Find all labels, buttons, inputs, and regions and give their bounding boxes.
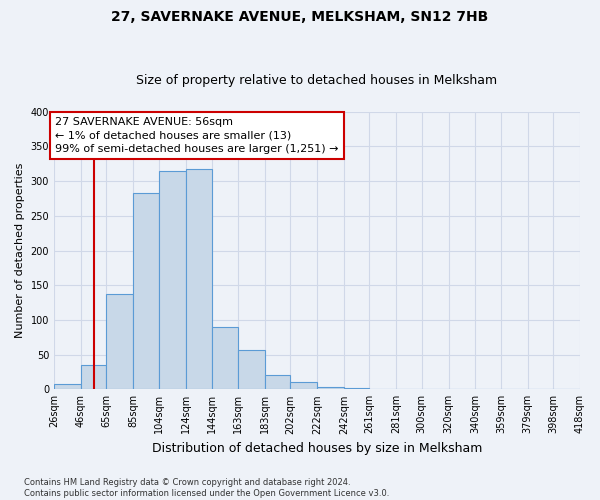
Title: Size of property relative to detached houses in Melksham: Size of property relative to detached ho… [136, 74, 497, 87]
Bar [396, 388, 422, 390]
Bar [212, 327, 238, 390]
Bar [449, 388, 475, 390]
Bar [370, 388, 396, 390]
Bar [475, 388, 501, 390]
Bar [158, 171, 185, 390]
Y-axis label: Number of detached properties: Number of detached properties [15, 163, 25, 338]
Text: 27, SAVERNAKE AVENUE, MELKSHAM, SN12 7HB: 27, SAVERNAKE AVENUE, MELKSHAM, SN12 7HB [112, 10, 488, 24]
Bar [185, 168, 212, 390]
Bar [344, 388, 370, 390]
Bar [501, 388, 527, 390]
Bar [317, 387, 344, 390]
Bar [81, 365, 106, 390]
X-axis label: Distribution of detached houses by size in Melksham: Distribution of detached houses by size … [152, 442, 482, 455]
Bar [290, 382, 317, 390]
Bar [265, 376, 290, 390]
Bar [54, 384, 81, 390]
Bar [238, 350, 265, 390]
Bar [527, 388, 553, 390]
Bar [106, 294, 133, 390]
Bar [553, 388, 580, 390]
Bar [133, 193, 158, 390]
Bar [422, 388, 449, 390]
Text: Contains HM Land Registry data © Crown copyright and database right 2024.
Contai: Contains HM Land Registry data © Crown c… [24, 478, 389, 498]
Text: 27 SAVERNAKE AVENUE: 56sqm
← 1% of detached houses are smaller (13)
99% of semi-: 27 SAVERNAKE AVENUE: 56sqm ← 1% of detac… [55, 118, 339, 154]
